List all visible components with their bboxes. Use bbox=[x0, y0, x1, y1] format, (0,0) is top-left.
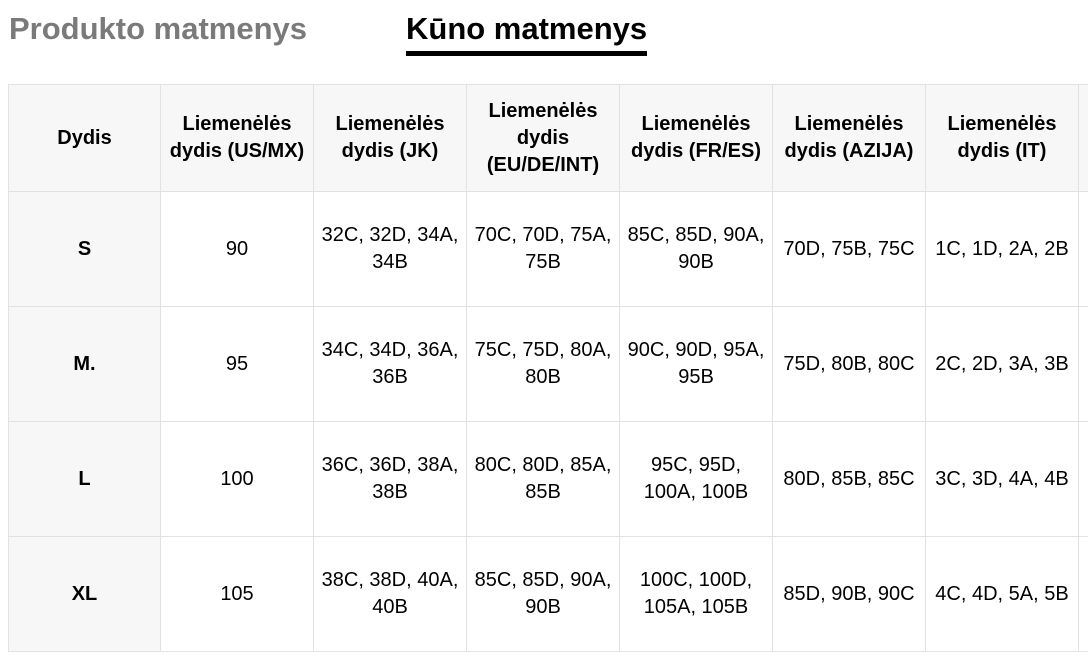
cell-uk: 38C, 38D, 40A, 40B bbox=[313, 536, 467, 652]
table-row: L 100 36C, 36D, 38A, 38B 80C, 80D, 85A, … bbox=[8, 421, 1088, 537]
header-bra-size-asia: Liemenėlės dydis (AZIJA) bbox=[772, 84, 926, 192]
header-bra-size-fr-es: Liemenėlės dydis (FR/ES) bbox=[619, 84, 773, 192]
cell-size: XL bbox=[8, 536, 161, 652]
cell-it: 3C, 3D, 4A, 4B bbox=[925, 421, 1079, 537]
cell-size: M. bbox=[8, 306, 161, 422]
header-bra-size-it: Liemenėlės dydis (IT) bbox=[925, 84, 1079, 192]
cell-eu: 80C, 80D, 85A, 85B bbox=[466, 421, 620, 537]
cell-it: 2C, 2D, 3A, 3B bbox=[925, 306, 1079, 422]
header-bra-size-us-mx: Liemenėlės dydis (US/MX) bbox=[160, 84, 314, 192]
cell-us-mx: 105 bbox=[160, 536, 314, 652]
cell-it: 1C, 1D, 2A, 2B bbox=[925, 191, 1079, 307]
size-table: Dydis Liemenėlės dydis (US/MX) Liemenėlė… bbox=[8, 84, 1088, 652]
cell-fr-es: 85C, 85D, 90A, 90B bbox=[619, 191, 773, 307]
cell-overflow bbox=[1078, 306, 1088, 422]
tab-product-measurements[interactable]: Produkto matmenys bbox=[9, 11, 308, 46]
cell-eu: 70C, 70D, 75A, 75B bbox=[466, 191, 620, 307]
measurement-tabs: Produkto matmenys Kūno matmenys bbox=[0, 0, 1088, 70]
cell-fr-es: 95C, 95D, 100A, 100B bbox=[619, 421, 773, 537]
size-table-container: Dydis Liemenėlės dydis (US/MX) Liemenėlė… bbox=[8, 84, 1088, 662]
cell-us-mx: 100 bbox=[160, 421, 314, 537]
cell-overflow bbox=[1078, 536, 1088, 652]
cell-it: 4C, 4D, 5A, 5B bbox=[925, 536, 1079, 652]
table-header-row: Dydis Liemenėlės dydis (US/MX) Liemenėlė… bbox=[8, 84, 1088, 192]
cell-asia: 70D, 75B, 75C bbox=[772, 191, 926, 307]
cell-uk: 34C, 34D, 36A, 36B bbox=[313, 306, 467, 422]
cell-size: S bbox=[8, 191, 161, 307]
cell-size: L bbox=[8, 421, 161, 537]
header-bra-size-eu: Liemenėlės dydis (EU/DE/INT) bbox=[466, 84, 620, 192]
cell-us-mx: 90 bbox=[160, 191, 314, 307]
cell-uk: 32C, 32D, 34A, 34B bbox=[313, 191, 467, 307]
cell-overflow bbox=[1078, 191, 1088, 307]
header-bra-size-uk: Liemenėlės dydis (JK) bbox=[313, 84, 467, 192]
cell-fr-es: 90C, 90D, 95A, 95B bbox=[619, 306, 773, 422]
cell-us-mx: 95 bbox=[160, 306, 314, 422]
header-size: Dydis bbox=[8, 84, 161, 192]
table-row: XL 105 38C, 38D, 40A, 40B 85C, 85D, 90A,… bbox=[8, 536, 1088, 652]
cell-overflow bbox=[1078, 421, 1088, 537]
cell-asia: 80D, 85B, 85C bbox=[772, 421, 926, 537]
table-row: S 90 32C, 32D, 34A, 34B 70C, 70D, 75A, 7… bbox=[8, 191, 1088, 307]
tab-body-measurements[interactable]: Kūno matmenys bbox=[406, 11, 648, 56]
cell-eu: 85C, 85D, 90A, 90B bbox=[466, 536, 620, 652]
cell-eu: 75C, 75D, 80A, 80B bbox=[466, 306, 620, 422]
cell-uk: 36C, 36D, 38A, 38B bbox=[313, 421, 467, 537]
cell-fr-es: 100C, 100D, 105A, 105B bbox=[619, 536, 773, 652]
cell-asia: 75D, 80B, 80C bbox=[772, 306, 926, 422]
table-row: M. 95 34C, 34D, 36A, 36B 75C, 75D, 80A, … bbox=[8, 306, 1088, 422]
cell-asia: 85D, 90B, 90C bbox=[772, 536, 926, 652]
header-overflow bbox=[1078, 84, 1088, 192]
